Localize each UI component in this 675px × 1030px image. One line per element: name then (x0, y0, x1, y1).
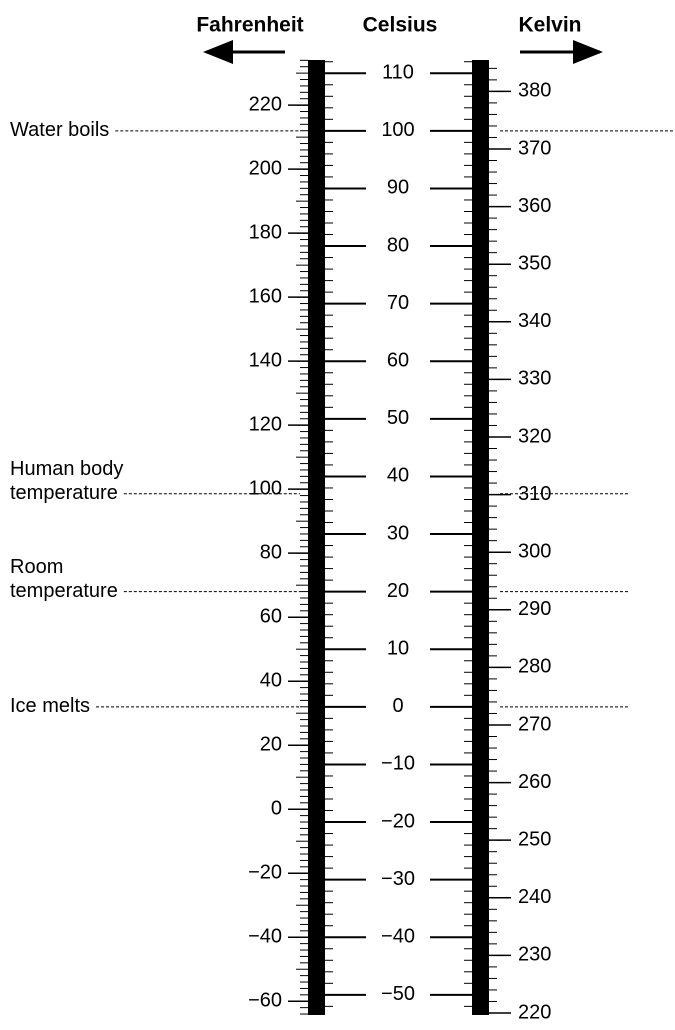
tick-label: 290 (518, 598, 551, 620)
tick-label: 300 (518, 540, 551, 562)
scale-header: Kelvin (518, 14, 581, 37)
tick-label: 220 (518, 1001, 551, 1023)
tick-label: −40 (381, 926, 415, 948)
tick-label: −20 (248, 862, 282, 884)
tick-label: 50 (387, 407, 409, 429)
tick-label: 310 (518, 483, 551, 505)
tick-label: 180 (249, 221, 282, 243)
tick-label: −40 (248, 926, 282, 948)
scale-header: Celsius (363, 14, 438, 37)
tick-label: 340 (518, 310, 551, 332)
tick-label: −30 (381, 868, 415, 890)
reference-label: temperature (10, 580, 118, 602)
tick-label: 120 (249, 413, 282, 435)
tick-label: 140 (249, 349, 282, 371)
tick-label: 70 (387, 292, 409, 314)
tick-label: 200 (249, 157, 282, 179)
tick-label: 160 (249, 285, 282, 307)
tick-label: 40 (387, 465, 409, 487)
tick-label: 90 (387, 177, 409, 199)
scale-header: Fahrenheit (196, 14, 303, 37)
reference-label: Human body (10, 458, 123, 480)
reference-label: Ice melts (10, 695, 90, 717)
tick-label: 350 (518, 252, 551, 274)
reference-label: Room (10, 556, 63, 578)
tick-label: 240 (518, 886, 551, 908)
tick-label: −60 (248, 990, 282, 1012)
tick-label: 270 (518, 713, 551, 735)
tick-label: 110 (382, 62, 414, 84)
tick-label: 20 (387, 580, 409, 602)
tick-label: 380 (518, 80, 551, 102)
reference-label: Water boils (10, 119, 109, 141)
tick-label: 330 (518, 368, 551, 390)
tick-label: 370 (518, 137, 551, 159)
right-bar (472, 60, 489, 1015)
tick-label: 0 (271, 797, 282, 819)
tick-label: 60 (260, 605, 282, 627)
tick-label: 280 (518, 656, 551, 678)
tick-label: 100 (381, 119, 414, 141)
tick-label: 360 (518, 195, 551, 217)
tick-label: 220 (249, 93, 282, 115)
tick-label: 100 (249, 477, 282, 499)
tick-label: 230 (518, 944, 551, 966)
tick-label: −20 (381, 810, 415, 832)
tick-label: 60 (387, 350, 409, 372)
tick-label: 260 (518, 771, 551, 793)
tick-label: 80 (260, 541, 282, 563)
tick-label: 0 (392, 695, 403, 717)
left-bar (308, 60, 325, 1015)
tick-label: 80 (387, 234, 409, 256)
tick-label: −10 (381, 753, 415, 775)
tick-label: 20 (260, 733, 282, 755)
tick-label: 10 (387, 638, 409, 660)
tick-label: 30 (387, 522, 409, 544)
reference-label: temperature (10, 482, 118, 504)
tick-label: 320 (518, 425, 551, 447)
tick-label: 250 (518, 828, 551, 850)
tick-label: −50 (381, 983, 415, 1005)
tick-label: 40 (260, 669, 282, 691)
